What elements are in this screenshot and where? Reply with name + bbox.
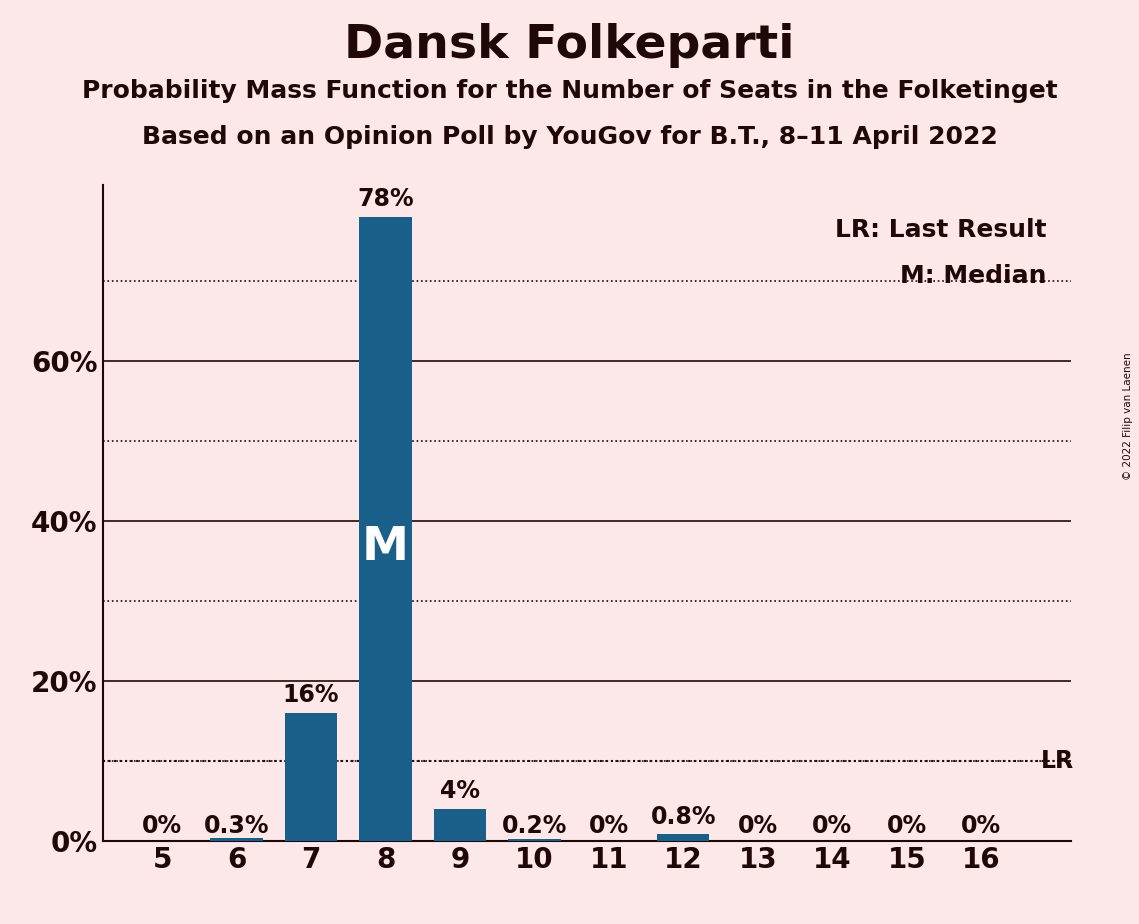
Text: 16%: 16% [282, 683, 339, 707]
Bar [657, 834, 710, 841]
Text: 4%: 4% [440, 779, 480, 803]
Text: 0.8%: 0.8% [650, 805, 716, 829]
Text: 0%: 0% [961, 814, 1001, 838]
Bar [285, 712, 337, 841]
Text: 0%: 0% [812, 814, 852, 838]
Text: 0.2%: 0.2% [502, 814, 567, 838]
Text: 0%: 0% [738, 814, 778, 838]
Text: LR: Last Result: LR: Last Result [835, 217, 1047, 241]
Text: M: Median: M: Median [900, 263, 1047, 287]
Text: 0%: 0% [887, 814, 927, 838]
Text: 0.3%: 0.3% [204, 814, 269, 838]
Bar [211, 838, 263, 841]
Text: LR: LR [1041, 748, 1074, 772]
Text: © 2022 Filip van Laenen: © 2022 Filip van Laenen [1123, 352, 1133, 480]
Text: Probability Mass Function for the Number of Seats in the Folketinget: Probability Mass Function for the Number… [82, 79, 1057, 103]
Text: 0%: 0% [142, 814, 182, 838]
Text: 0%: 0% [589, 814, 629, 838]
Bar [360, 217, 411, 841]
Text: M: M [362, 525, 409, 570]
Bar [434, 808, 486, 841]
Text: Based on an Opinion Poll by YouGov for B.T., 8–11 April 2022: Based on an Opinion Poll by YouGov for B… [141, 125, 998, 149]
Text: Dansk Folkeparti: Dansk Folkeparti [344, 23, 795, 68]
Bar [508, 839, 560, 841]
Text: 78%: 78% [358, 188, 413, 212]
